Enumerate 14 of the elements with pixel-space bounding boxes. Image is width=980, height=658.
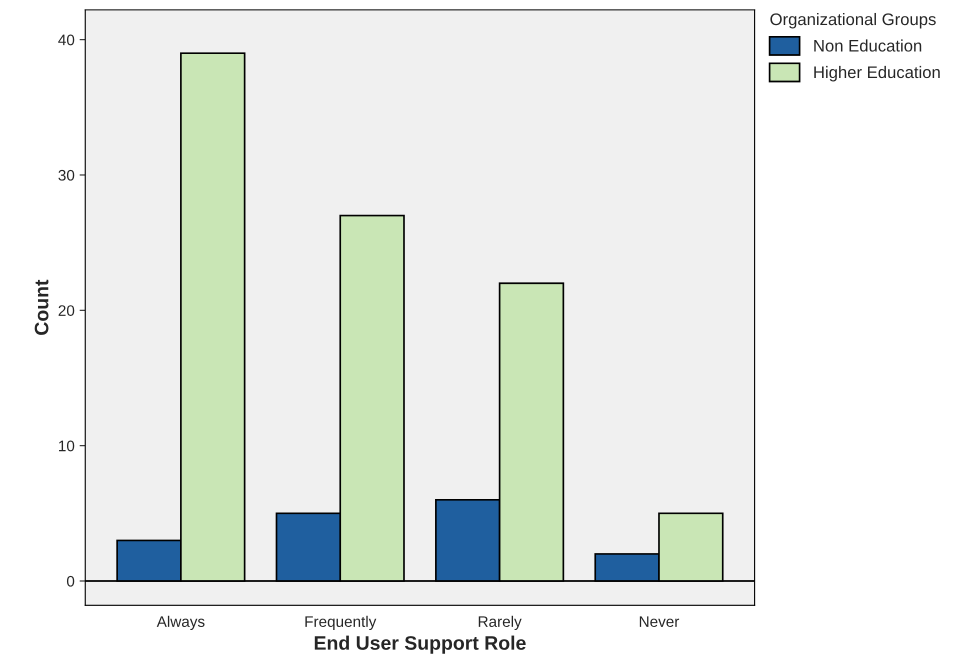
y-tick-label: 0	[66, 576, 74, 587]
legend-title: Organizational Groups	[770, 12, 936, 28]
y-tick-label: 10	[59, 440, 74, 452]
legend-label: Non Education	[814, 39, 922, 52]
y-tick-label: 30	[58, 170, 74, 181]
x-tick-label: Always	[156, 616, 205, 630]
x-tick-label: Never	[640, 616, 680, 627]
x-tick-label: Rarely	[478, 616, 522, 630]
y-tick-label: 20	[58, 305, 74, 316]
y-tick-label: 40	[58, 34, 74, 46]
x-tick-label: Frequently	[305, 616, 376, 630]
x-axis-title: End User Support Role	[314, 636, 526, 654]
y-axis-title: Count	[34, 280, 48, 335]
legend-label: Higher Education	[814, 66, 940, 82]
